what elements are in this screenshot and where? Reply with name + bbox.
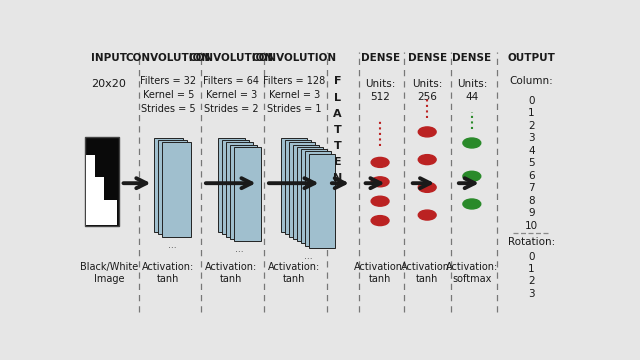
Polygon shape [86,155,117,225]
Text: Activation:
tanh: Activation: tanh [142,262,195,284]
Bar [234,147,260,241]
Circle shape [419,155,436,165]
Bar [305,151,331,246]
Bar [301,149,327,243]
Text: 3: 3 [528,288,534,298]
Text: 2: 2 [528,276,534,286]
Text: 4: 4 [528,146,534,156]
Text: F: F [333,76,341,86]
Text: ...: ... [168,241,177,250]
Circle shape [463,138,481,148]
Circle shape [371,157,389,167]
Text: Filters = 32
Kernel = 5
Strides = 5: Filters = 32 Kernel = 5 Strides = 5 [140,76,196,114]
Text: ...: ... [304,252,312,261]
Text: 20x20: 20x20 [92,79,126,89]
Text: Units:
512: Units: 512 [365,79,396,103]
Circle shape [419,210,436,220]
Bar [309,153,335,248]
Text: 9: 9 [528,208,534,218]
Text: 5: 5 [528,158,534,168]
Text: Activation:
tanh: Activation: tanh [205,262,257,284]
Text: CONVOLUTION: CONVOLUTION [125,53,211,63]
Text: DENSE: DENSE [452,53,492,63]
Text: 7: 7 [528,183,534,193]
Circle shape [419,183,436,192]
Text: Filters = 64
Kernel = 3
Strides = 2: Filters = 64 Kernel = 3 Strides = 2 [204,76,259,114]
Bar [225,143,253,237]
Text: DENSE: DENSE [360,53,399,63]
Text: OUTPUT: OUTPUT [508,53,556,63]
Bar [218,138,245,232]
Text: Units:
256: Units: 256 [412,79,442,103]
Text: Rotation:: Rotation: [508,237,555,247]
Circle shape [371,216,389,226]
Circle shape [371,196,389,206]
Text: Activation:
tanh: Activation: tanh [354,262,406,284]
Text: ...: ... [235,245,244,254]
Text: CONVOLUTION: CONVOLUTION [189,53,274,63]
Bar [230,145,257,239]
Circle shape [419,127,436,137]
Circle shape [463,199,481,209]
Text: Black/White
Image: Black/White Image [79,262,138,284]
Text: INPUT: INPUT [91,53,127,63]
Bar [85,138,118,226]
Text: Activation:
tanh: Activation: tanh [401,262,453,284]
Bar [293,145,319,239]
Circle shape [371,177,389,187]
Bar [158,140,187,234]
Text: Activation:
softmax: Activation: softmax [445,262,498,284]
Text: E: E [333,157,341,167]
Text: 0: 0 [528,252,534,262]
Text: N: N [333,173,342,183]
Text: T: T [333,125,341,135]
Bar [297,147,323,241]
Text: 1: 1 [528,108,534,118]
Text: T: T [333,141,341,151]
Bar [221,140,249,234]
Text: 6: 6 [528,171,534,181]
Text: Units:
44: Units: 44 [457,79,487,103]
Text: 0: 0 [528,96,534,106]
Text: 8: 8 [528,195,534,206]
Text: 1: 1 [528,264,534,274]
Bar [289,143,315,237]
Bar [154,138,182,232]
Text: DENSE: DENSE [408,53,447,63]
Bar [282,138,307,232]
Text: Activation:
tanh: Activation: tanh [268,262,321,284]
Text: Filters = 128
Kernel = 3
Strides = 1: Filters = 128 Kernel = 3 Strides = 1 [263,76,325,114]
Text: 10: 10 [525,221,538,231]
Bar [162,143,191,237]
Text: A: A [333,109,342,118]
Text: 3: 3 [528,133,534,143]
Text: 2: 2 [528,121,534,131]
Text: Column:: Column: [509,76,553,86]
Circle shape [463,171,481,181]
Bar [285,140,311,234]
Text: L: L [334,93,341,103]
Text: CONVOLUTION: CONVOLUTION [252,53,337,63]
